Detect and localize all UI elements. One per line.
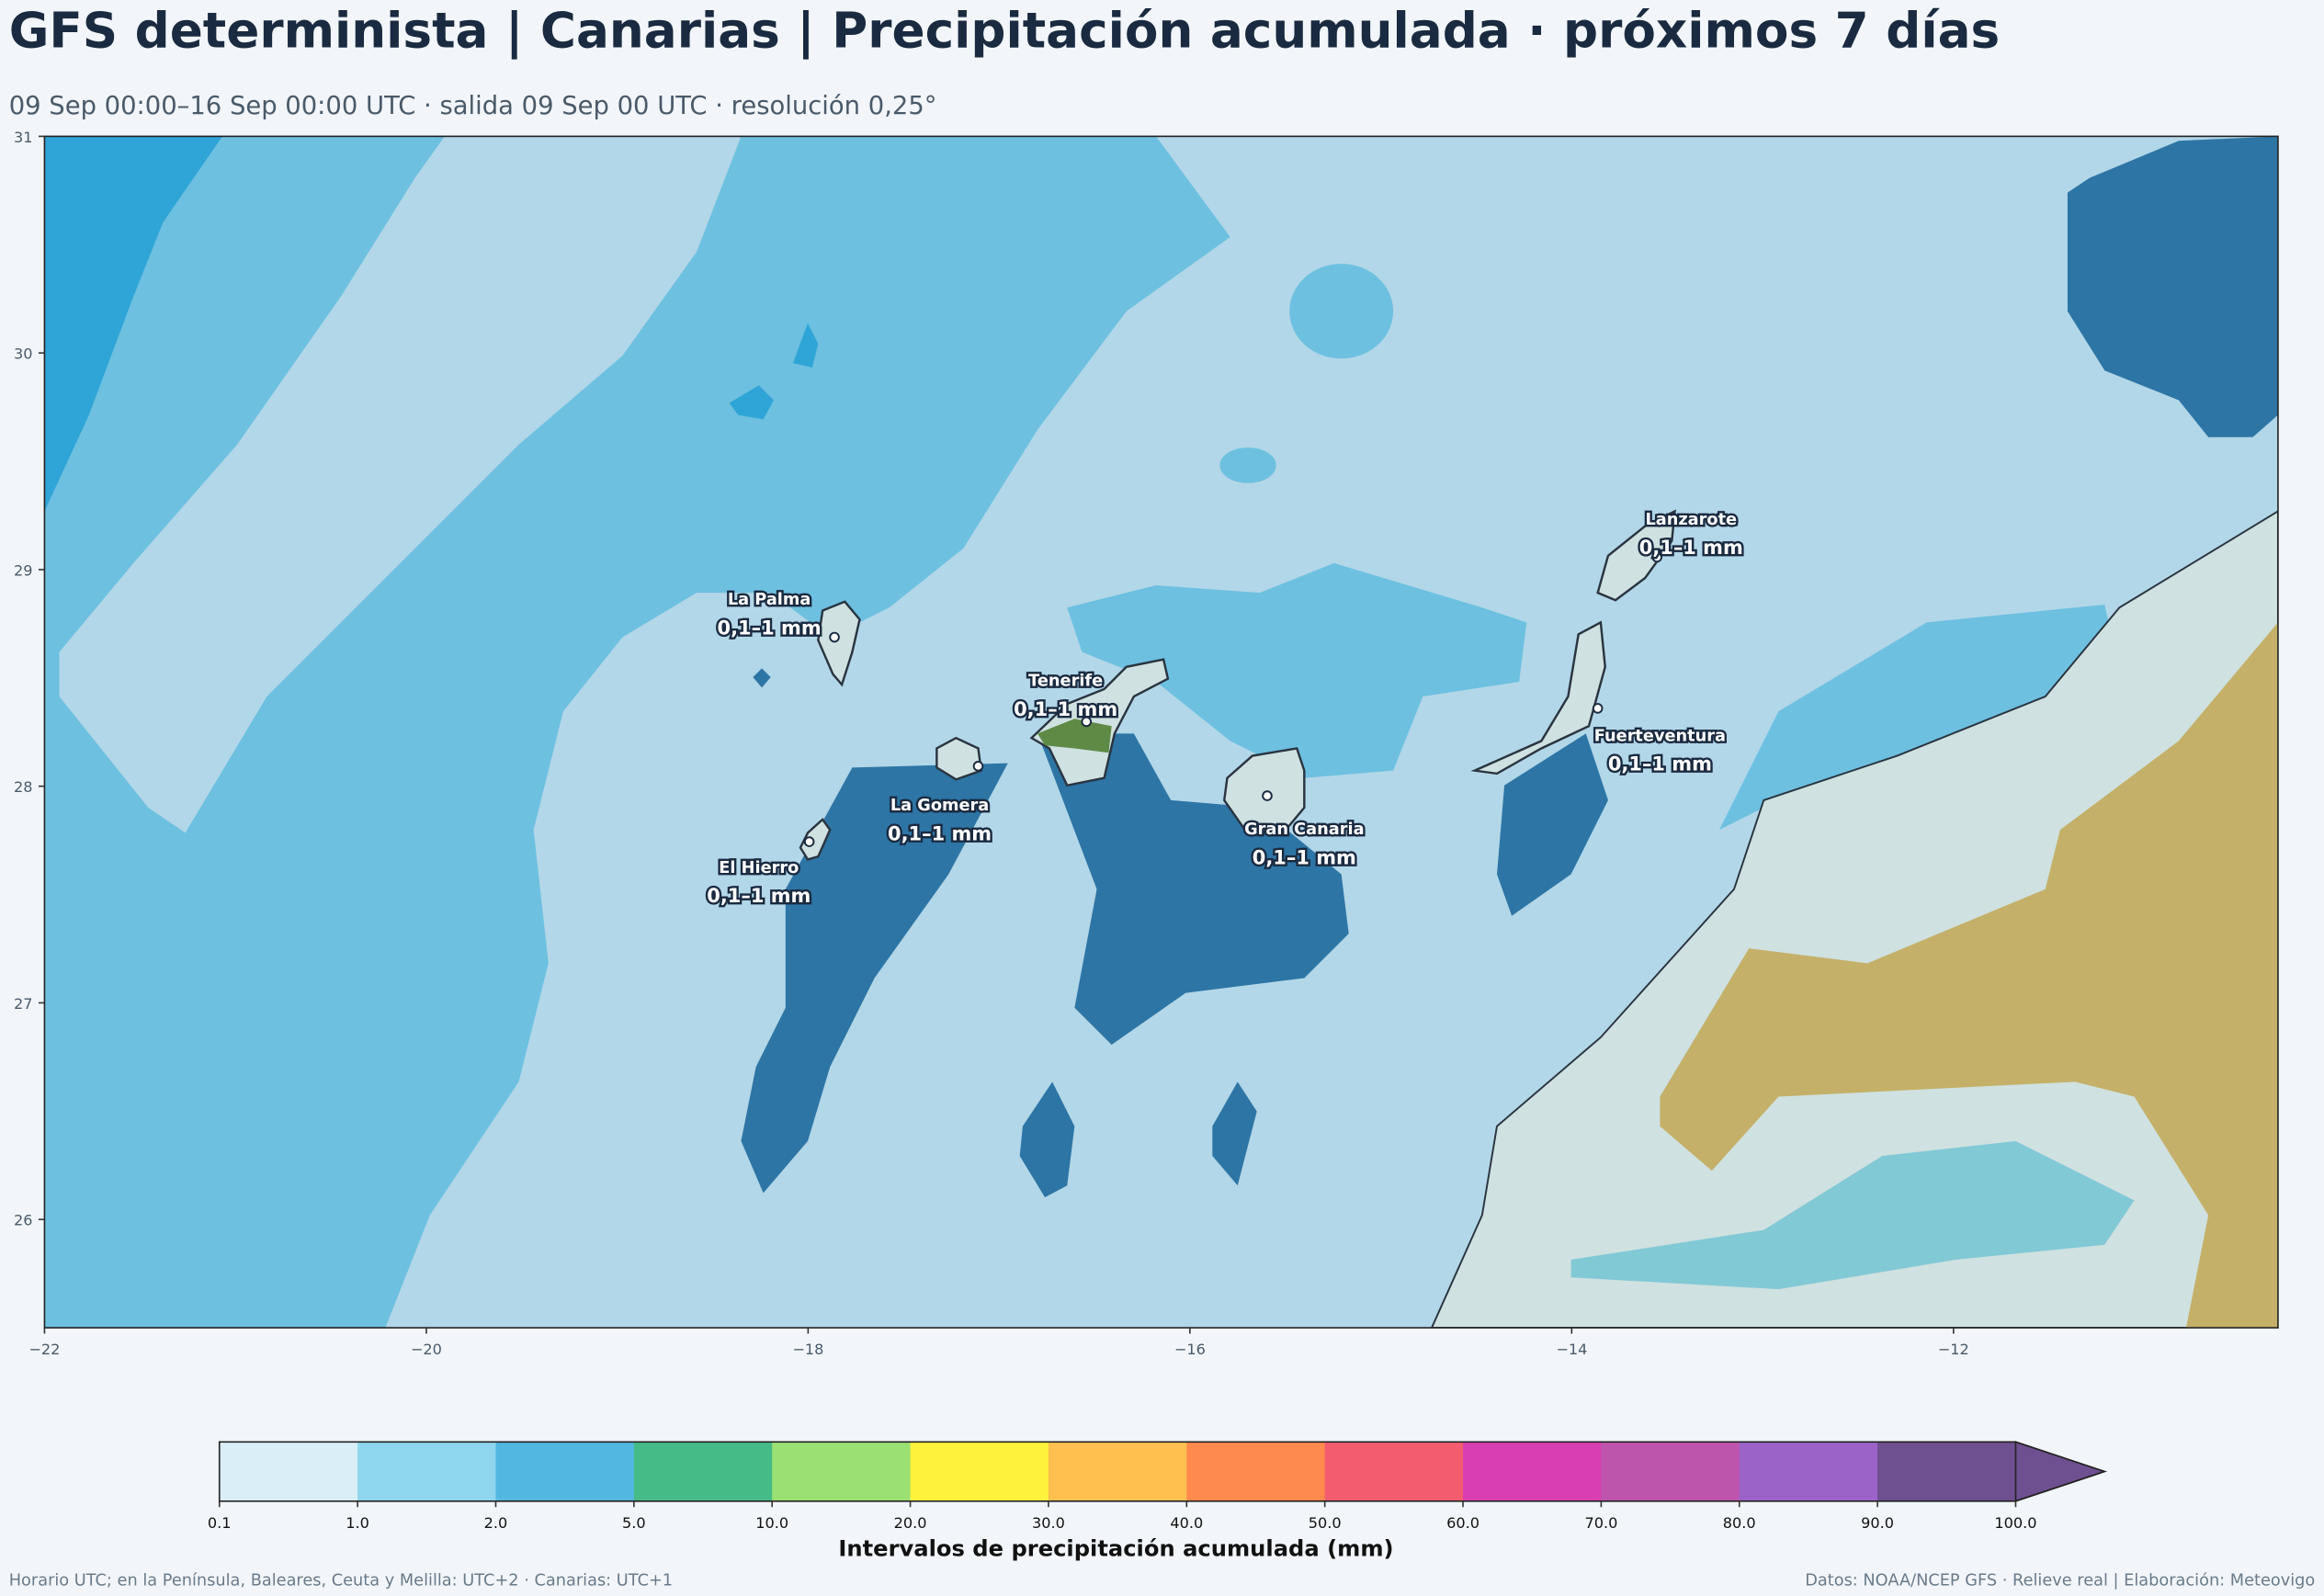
y-tick-label: 30 — [14, 345, 33, 363]
y-tick-label: 29 — [14, 561, 33, 579]
precip-area — [729, 323, 819, 420]
colorbar-segment — [1739, 1442, 1878, 1501]
colorbar-tick-label: 40.0 — [1170, 1514, 1203, 1532]
precip-area — [1219, 447, 1276, 483]
y-tick-label: 26 — [14, 1212, 33, 1229]
island-value: 0,1–1 mm — [888, 822, 992, 844]
colorbar-extend — [2014, 1441, 2107, 1502]
island-marker — [1592, 703, 1604, 714]
x-tick-label: −22 — [28, 1341, 60, 1358]
colorbar-segment — [357, 1442, 497, 1501]
island — [935, 736, 983, 781]
colorbar-segment — [219, 1442, 358, 1501]
colorbar-segment — [1877, 1442, 2017, 1501]
title: GFS determinista | Canarias | Precipitac… — [9, 3, 2000, 60]
precip-area — [1570, 1140, 2135, 1290]
colorbar-segment — [772, 1442, 912, 1501]
footer-left: Horario UTC; en la Península, Baleares, … — [9, 1572, 673, 1590]
colorbar-tick-label: 100.0 — [1994, 1514, 2036, 1532]
colorbar-segment — [495, 1442, 635, 1501]
island-marker — [829, 631, 840, 643]
colorbar-segment — [1601, 1442, 1740, 1501]
land — [1430, 510, 2278, 1329]
island-value: 0,1–1 mm — [707, 885, 811, 907]
colorbar-segment — [910, 1442, 1049, 1501]
island-name: Tenerife — [1028, 673, 1103, 691]
precip-area — [44, 136, 222, 512]
map — [44, 136, 2278, 1329]
x-tick-label: −16 — [1174, 1341, 1206, 1358]
precip-area — [1718, 605, 2113, 831]
island-marker — [803, 836, 815, 847]
island — [1222, 747, 1306, 836]
x-tick-label: −18 — [792, 1341, 823, 1358]
colorbar-tick-label: 2.0 — [484, 1514, 508, 1532]
island-name: Gran Canaria — [1244, 821, 1364, 839]
colorbar-segment — [1186, 1442, 1326, 1501]
precip-area — [1037, 733, 1349, 1046]
island-value: 0,1–1 mm — [1608, 753, 1712, 775]
island — [1029, 658, 1170, 787]
colorbar-segment — [1463, 1442, 1603, 1501]
footer-right: Datos: NOAA/NCEP GFS · Relieve real | El… — [1805, 1572, 2315, 1590]
x-tick-label: −12 — [1938, 1341, 1969, 1358]
island-value: 0,1–1 mm — [718, 617, 822, 639]
precip-area — [59, 136, 742, 833]
colorbar-tick-label: 5.0 — [622, 1514, 646, 1532]
colorbar-label: Intervalos de precipitación acumulada (m… — [838, 1535, 1393, 1561]
colorbar-segment — [633, 1442, 774, 1501]
island-value: 0,1–1 mm — [1253, 846, 1356, 868]
island-marker — [1262, 790, 1273, 801]
colorbar-outline — [218, 1441, 2107, 1502]
colorbar-tick-label: 60.0 — [1446, 1514, 1479, 1532]
island-marker — [1651, 551, 1662, 563]
y-tick-label: 27 — [14, 995, 33, 1013]
precip-area — [1067, 562, 1527, 778]
colorbar-tick-label: 10.0 — [755, 1514, 788, 1532]
colorbar-tick-label: 80.0 — [1723, 1514, 1756, 1532]
colorbar-tick-label: 30.0 — [1032, 1514, 1065, 1532]
island-marker — [1081, 716, 1093, 728]
y-tick-label: 31 — [14, 129, 33, 146]
y-tick-label: 28 — [14, 778, 33, 796]
colorbar-tick-label: 50.0 — [1309, 1514, 1342, 1532]
island-value: 0,1–1 mm — [1014, 698, 1117, 720]
colorbar-tick-label: 20.0 — [894, 1514, 927, 1532]
colorbar-tick-label: 0.1 — [208, 1514, 232, 1532]
island — [817, 600, 861, 687]
colorbar-segment — [1324, 1442, 1464, 1501]
x-tick-label: −20 — [411, 1341, 442, 1358]
island — [1596, 509, 1676, 602]
island — [1470, 620, 1606, 775]
island-name: La Palma — [728, 591, 811, 609]
island-value: 0,1–1 mm — [1639, 537, 1743, 559]
island — [799, 818, 832, 861]
precip-area — [2067, 136, 2278, 437]
map-frame — [43, 135, 2279, 1329]
subtitle: 09 Sep 00:00–16 Sep 00:00 UTC · salida 0… — [9, 92, 937, 120]
colorbar-tick-label: 70.0 — [1584, 1514, 1617, 1532]
island-name: El Hierro — [719, 859, 799, 877]
island-name: Fuerteventura — [1594, 727, 1726, 745]
island-name: Lanzarote — [1645, 511, 1737, 529]
colorbar-tick-label: 1.0 — [346, 1514, 369, 1532]
precip-area — [1289, 264, 1394, 359]
colorbar-tick-label: 90.0 — [1861, 1514, 1894, 1532]
relief — [1660, 622, 2278, 1329]
relief — [1037, 719, 1112, 753]
island-name: La Gomera — [890, 797, 989, 815]
x-tick-label: −14 — [1556, 1341, 1587, 1358]
colorbar-segment — [1048, 1442, 1188, 1501]
island-marker — [972, 761, 984, 772]
